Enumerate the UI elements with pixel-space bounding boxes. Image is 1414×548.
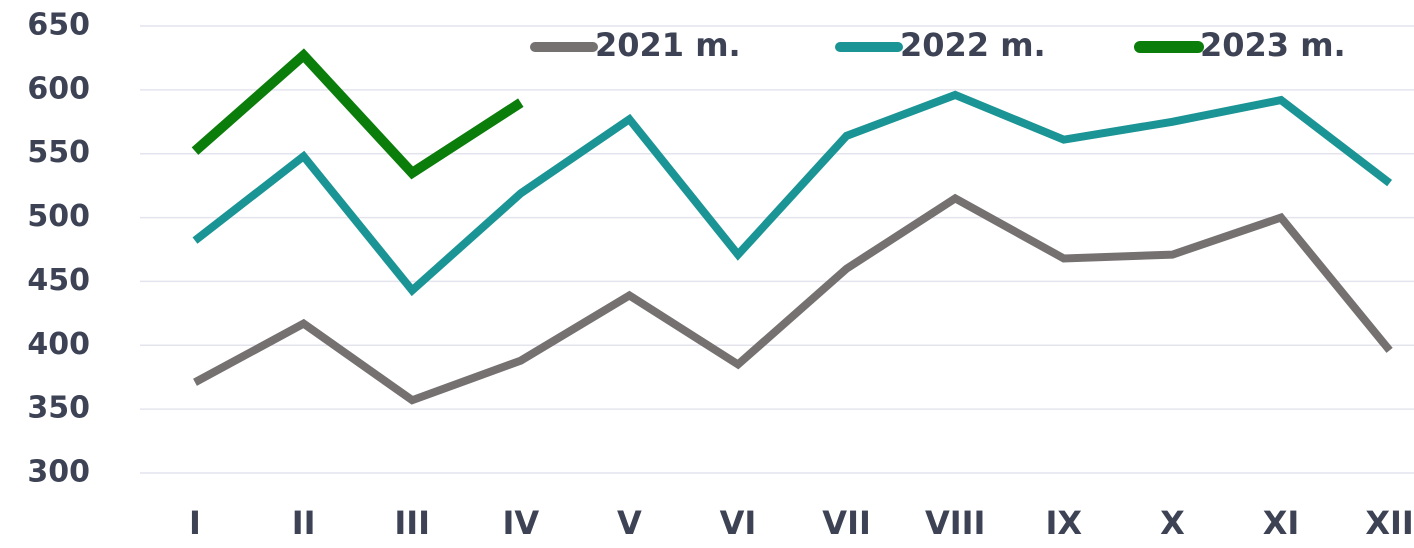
x-tick-label: IV xyxy=(502,504,539,542)
legend-label: 2023 m. xyxy=(1200,26,1346,64)
legend-label: 2021 m. xyxy=(595,26,741,64)
series-line xyxy=(191,48,524,180)
x-tick-label: XI xyxy=(1263,504,1300,542)
y-tick-label: 300 xyxy=(27,455,90,490)
x-tick-label: III xyxy=(394,504,430,542)
y-tick-label: 500 xyxy=(27,199,90,234)
x-tick-label: II xyxy=(292,504,316,542)
x-tick-label: XII xyxy=(1365,504,1413,542)
y-tick-label: 600 xyxy=(27,71,90,106)
y-tick-label: 550 xyxy=(27,135,90,170)
x-tick-label: VI xyxy=(720,504,757,542)
series-line xyxy=(193,193,1393,405)
x-tick-label: X xyxy=(1160,504,1185,542)
legend-label: 2022 m. xyxy=(900,26,1046,64)
x-tick-label: VII xyxy=(822,504,871,542)
x-tick-label: IX xyxy=(1046,504,1083,542)
y-tick-label: 400 xyxy=(27,327,90,362)
x-tick-label: V xyxy=(617,504,642,542)
y-tick-label: 350 xyxy=(27,391,90,426)
x-tick-label: I xyxy=(189,504,201,542)
y-tick-label: 450 xyxy=(27,263,90,298)
y-tick-label: 650 xyxy=(27,8,90,43)
series-line xyxy=(192,90,1393,297)
x-tick-label: VIII xyxy=(925,504,985,542)
